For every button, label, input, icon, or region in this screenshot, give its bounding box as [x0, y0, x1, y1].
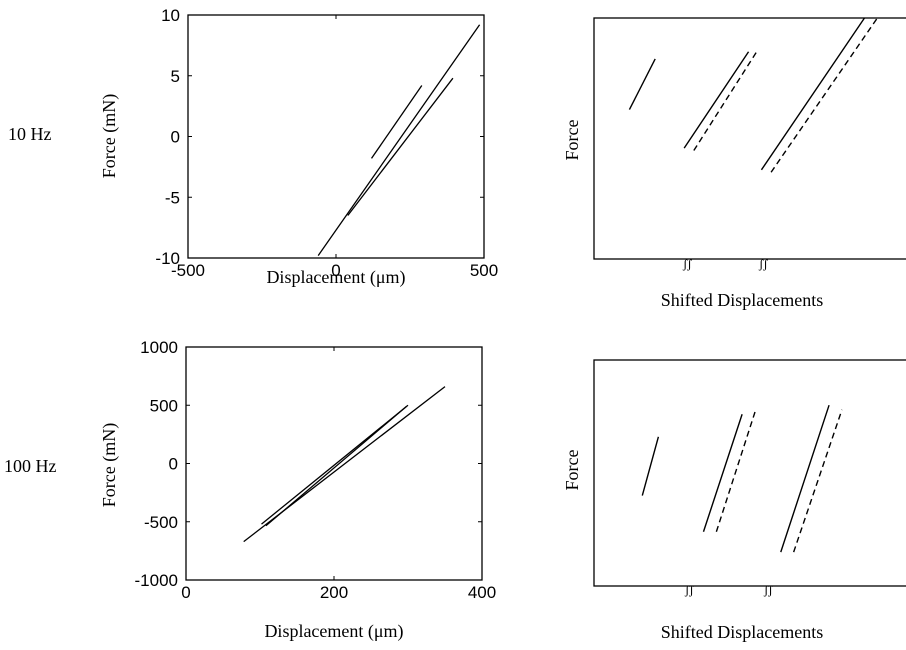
x-tick-label: 400	[468, 583, 496, 602]
x-axis-label: Shifted Displacements	[661, 622, 823, 642]
series-line	[370, 85, 423, 159]
break-mark: ʃʃ	[763, 582, 773, 597]
x-axis-label: Displacement (μm)	[264, 621, 403, 642]
row-label-100hz: 100 Hz	[4, 456, 57, 476]
y-tick-label: -5	[165, 188, 180, 207]
x-axis-label: Shifted Displacements	[661, 290, 823, 310]
y-tick-label: -10	[155, 249, 180, 268]
series-line	[265, 405, 407, 527]
y-tick-label: 0	[169, 455, 178, 474]
break-mark: ʃʃ	[682, 256, 692, 271]
y-tick-label: 5	[171, 67, 180, 86]
y-axis-label: Force (mN)	[99, 94, 120, 178]
x-axis-label: Displacement (μm)	[266, 267, 405, 288]
break-mark: ʃʃ	[758, 256, 768, 271]
y-tick-label: 10	[161, 6, 180, 25]
solid-segment	[760, 17, 866, 171]
x-tick-label: 0	[331, 261, 340, 280]
x-tick-label: 200	[320, 583, 348, 602]
break-mark: ʃʃ	[684, 582, 694, 597]
plot-frame	[593, 17, 906, 260]
y-axis-label: Force	[562, 119, 582, 160]
y-tick-label: -500	[144, 513, 178, 532]
row-label-10hz: 10 Hz	[8, 124, 52, 144]
y-tick-label: -1000	[135, 571, 178, 590]
solid-segment	[780, 404, 830, 553]
x-tick-label: 0	[181, 583, 190, 602]
series-line	[347, 77, 454, 216]
panel-10hz-force-displacement: -500 0 500 10 5 0 -5 -10 Displacement (μm) Forc…	[99, 6, 498, 288]
solid-segment	[628, 58, 656, 110]
panel-10hz-shifted: ʃʃ ʃʃ Shifted Displacements Force	[562, 17, 906, 310]
series-line	[317, 24, 481, 256]
plot-frame	[187, 14, 485, 259]
x-tick-label: -500	[171, 261, 205, 280]
dashed-segment	[770, 17, 878, 173]
y-axis-label: Force	[562, 449, 582, 490]
dashed-segment	[792, 409, 843, 553]
plot-frame	[185, 346, 483, 581]
solid-segment	[683, 51, 750, 149]
plot-frame	[593, 359, 906, 587]
y-tick-label: 500	[150, 396, 178, 415]
panel-100hz-shifted: ʃʃ ʃʃ Shifted Displacements Force	[562, 359, 906, 642]
solid-segment	[641, 436, 660, 496]
y-axis-label: Force (mN)	[99, 423, 120, 507]
y-tick-label: 1000	[140, 338, 178, 357]
y-tick-label: 0	[171, 128, 180, 147]
dashed-segment	[715, 411, 756, 532]
x-tick-label: 500	[470, 261, 498, 280]
solid-segment	[702, 414, 743, 532]
panel-100hz-force-displacement: 0 200 400 1000 500 0 -500 -1000 Displacement (μ…	[99, 338, 496, 642]
dashed-segment	[693, 48, 759, 151]
